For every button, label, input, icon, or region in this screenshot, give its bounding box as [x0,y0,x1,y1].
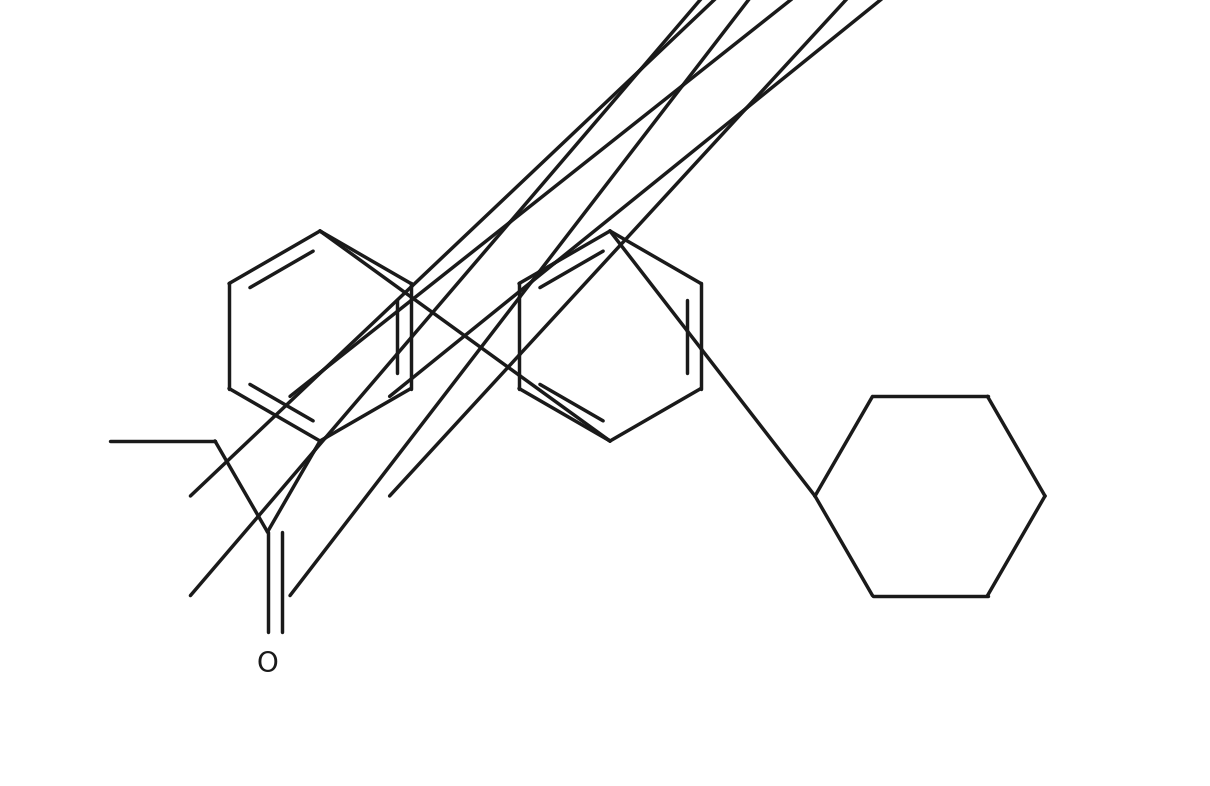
Text: O: O [257,650,278,678]
